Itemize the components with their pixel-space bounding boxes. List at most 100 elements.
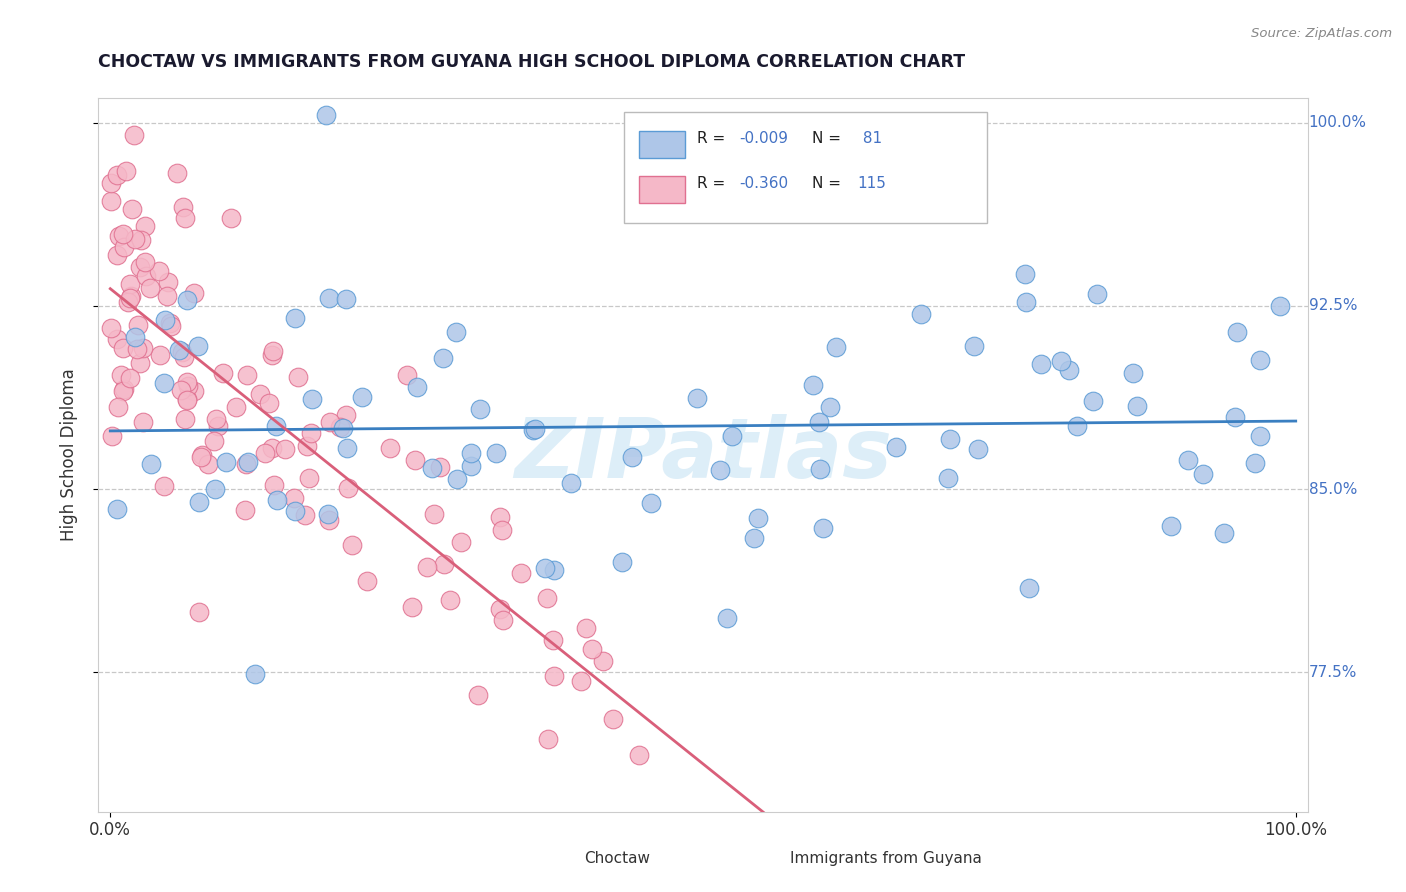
FancyBboxPatch shape (624, 112, 987, 223)
Point (156, 289, 179, 303)
Point (153, 376, 176, 390)
Point (139, 457, 162, 471)
Point (380, 441, 402, 455)
Point (569, 674, 592, 689)
Point (132, 342, 155, 356)
Point (592, 654, 614, 668)
Point (202, 434, 225, 449)
FancyBboxPatch shape (751, 849, 785, 869)
Point (581, 642, 603, 657)
Point (166, 166, 188, 180)
Point (176, 393, 198, 408)
Point (488, 602, 510, 616)
Point (709, 463, 731, 477)
Point (543, 563, 565, 577)
Text: 115: 115 (858, 177, 887, 191)
Text: R =: R = (697, 177, 730, 191)
Point (574, 621, 596, 635)
Point (148, 264, 170, 278)
Point (1018, 581, 1040, 595)
Point (212, 367, 235, 381)
Point (433, 558, 456, 572)
Point (117, 294, 139, 309)
Point (176, 392, 198, 406)
Point (204, 482, 226, 496)
Point (159, 316, 181, 330)
Point (335, 292, 357, 306)
Point (118, 277, 141, 291)
Point (1223, 410, 1246, 425)
Point (509, 566, 531, 581)
Point (1213, 526, 1236, 541)
Point (612, 555, 634, 569)
Point (170, 345, 193, 359)
Point (1050, 354, 1073, 368)
Point (134, 255, 156, 269)
Point (107, 400, 129, 414)
Point (936, 471, 959, 485)
Point (219, 211, 242, 226)
Point (249, 386, 271, 401)
Text: R =: R = (697, 131, 730, 146)
Point (124, 329, 146, 343)
Point (537, 732, 560, 747)
Text: 100.0%: 100.0% (1309, 115, 1367, 130)
Point (110, 368, 132, 382)
Point (118, 371, 141, 385)
Point (187, 605, 209, 619)
Point (111, 341, 134, 355)
Point (284, 504, 307, 518)
Point (747, 511, 769, 525)
Point (336, 441, 359, 455)
Point (416, 560, 439, 574)
Point (315, 108, 337, 122)
Point (1177, 453, 1199, 467)
Point (884, 440, 907, 454)
Point (356, 574, 378, 588)
Point (967, 442, 990, 456)
Point (811, 520, 834, 534)
Point (1029, 357, 1052, 371)
Point (1057, 363, 1080, 377)
Point (318, 291, 340, 305)
Point (257, 396, 280, 410)
Point (264, 419, 287, 434)
Point (721, 429, 744, 443)
Point (602, 712, 624, 726)
Point (155, 312, 177, 326)
Point (1085, 287, 1108, 301)
Point (127, 342, 149, 356)
Point (332, 421, 354, 435)
Point (260, 441, 283, 455)
Point (396, 368, 419, 382)
Point (121, 202, 143, 217)
Point (124, 232, 146, 246)
Point (190, 450, 212, 464)
Point (183, 384, 205, 398)
Point (132, 415, 155, 429)
Point (174, 412, 197, 426)
Point (716, 611, 738, 625)
Y-axis label: High School Diploma: High School Diploma (59, 368, 77, 541)
Point (191, 448, 214, 462)
Point (536, 591, 558, 605)
Point (489, 509, 512, 524)
Point (420, 461, 443, 475)
Point (287, 370, 309, 384)
Point (422, 507, 444, 521)
Point (122, 128, 145, 142)
Point (298, 470, 321, 484)
Point (460, 446, 482, 460)
Point (560, 476, 582, 491)
Point (134, 219, 156, 234)
Point (172, 200, 194, 214)
Point (108, 228, 131, 243)
Point (295, 439, 318, 453)
FancyBboxPatch shape (546, 849, 579, 869)
Point (329, 420, 352, 434)
Point (318, 513, 340, 527)
Point (450, 535, 472, 549)
Point (301, 392, 323, 406)
Point (183, 286, 205, 301)
Point (1066, 418, 1088, 433)
